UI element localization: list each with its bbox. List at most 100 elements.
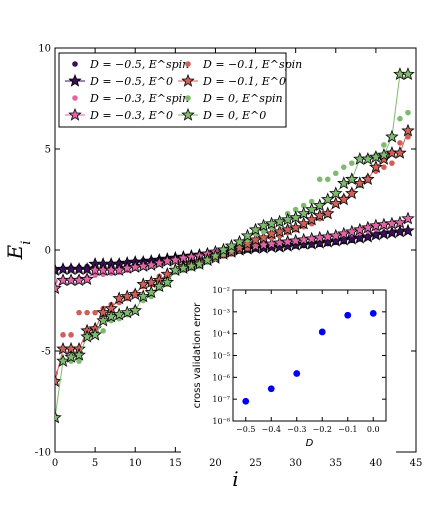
data-point-dot [397,140,403,146]
x-tick-label: 30 [289,458,302,469]
legend-entry: D = 0, E^spin [185,92,283,105]
y-tick-label: -5 [41,347,51,358]
x-tick-label: 25 [249,458,262,469]
legend-entry: D = −0.5, E^spin [72,58,189,71]
legend-box [58,52,287,128]
series-7 [55,67,415,424]
data-point-star [401,211,415,225]
data-point-star [369,160,383,173]
legend-marker-star [181,107,195,121]
data-point-star [56,354,70,367]
inset-data-point [318,328,326,336]
inset-y-tick-label: 10⁻⁷ [212,395,230,404]
data-point-star [345,186,359,200]
data-point-dot [308,198,315,205]
y-tick-label: -10 [35,448,51,459]
legend-marker-dot [185,95,191,101]
data-point-star [321,206,335,220]
inset-y-tick-label: 10⁻² [212,286,230,295]
y-tick-label: 10 [38,44,51,55]
y-axis-label: Ei [3,241,34,261]
inset-x-tick-label: 0.0 [367,425,380,434]
data-point-star [192,257,207,270]
data-point-dot [405,109,411,116]
data-point-star [345,172,359,186]
data-point-star [385,129,399,143]
legend-label: D = −0.5, E^0 [89,75,173,88]
data-point-dot [324,176,331,183]
legend-entry: D = 0, E^0 [178,107,266,122]
legend-label: D = 0, E^spin [202,92,283,105]
data-point-dot [76,358,82,364]
legend-label: D = −0.1, E^0 [202,75,286,88]
data-point-star [377,147,391,161]
legend-marker-star [181,73,195,87]
x-tick-label: 20 [209,458,222,469]
inset-x-tick-label: −0.1 [338,425,357,434]
data-point-dot [381,142,387,148]
inset-data-point [293,370,301,377]
data-point-star [200,253,215,266]
inset-y-tick-label: 10⁻⁶ [212,373,230,382]
legend-entry: D = −0.3, E^spin [72,92,189,105]
inset-x-axis-label: D [306,438,314,449]
legend-marker-dot [72,95,78,101]
inset-frame [232,289,387,422]
inset-y-tick-label: 10⁻⁸ [212,417,230,426]
data-point-star [401,123,415,137]
data-point-dot [84,309,90,316]
data-point-dot [349,160,355,166]
x-tick-label: 35 [329,458,342,469]
inset-data-point [344,311,352,319]
data-point-star [256,230,271,244]
data-point-star [393,215,407,229]
data-point-star [329,196,343,210]
legend-entry: D = −0.5, E^0 [65,73,173,88]
data-point-dot [292,206,299,213]
inset-data-point [369,309,377,317]
data-point-star [55,374,62,388]
legend-label: D = −0.1, E^spin [202,58,302,71]
data-point-star [401,67,415,80]
inset-data-point [267,385,275,393]
data-point-star [80,272,94,286]
legend-marker-star [68,107,82,121]
data-point-star [160,275,175,289]
data-point-dot [389,160,395,166]
series-group [55,67,415,424]
legend-marker-star [68,73,82,87]
legend-entry: D = −0.1, E^0 [178,73,286,88]
inset-y-axis-label: cross validation error [192,302,203,409]
legend-label: D = −0.3, E^spin [89,92,189,105]
data-point-dot [316,176,323,183]
x-tick-label: 15 [169,458,182,469]
data-point-star [55,281,62,295]
inset-x-tick-label: −0.5 [236,425,255,434]
data-point-star [224,238,239,252]
x-tick-label: 5 [92,458,98,469]
legend-entry: D = −0.3, E^0 [65,107,173,122]
data-point-dot [300,202,307,209]
y-tick-label: 5 [45,145,51,156]
data-point-star [296,206,311,220]
data-point-dot [60,332,66,338]
data-point-star [329,186,343,200]
x-axis-label: i [232,467,238,491]
data-point-star [128,287,142,301]
data-point-dot [55,278,58,285]
data-point-star [353,176,367,190]
data-point-star [393,145,407,159]
legend-label: D = −0.5, E^spin [89,58,189,71]
inset-y-tick-label: 10⁻⁵ [212,352,230,361]
data-point-dot [76,309,82,316]
inset-x-tick-label: −0.3 [287,425,306,434]
data-point-star [55,410,62,424]
data-point-star [136,289,150,303]
data-point-dot [68,332,74,338]
data-point-star [216,242,231,256]
data-point-dot [397,115,403,122]
data-point-dot [92,309,98,316]
data-point-star [401,223,415,237]
inset-y-tick-label: 10⁻³ [212,308,230,317]
data-point-dot [100,328,106,334]
